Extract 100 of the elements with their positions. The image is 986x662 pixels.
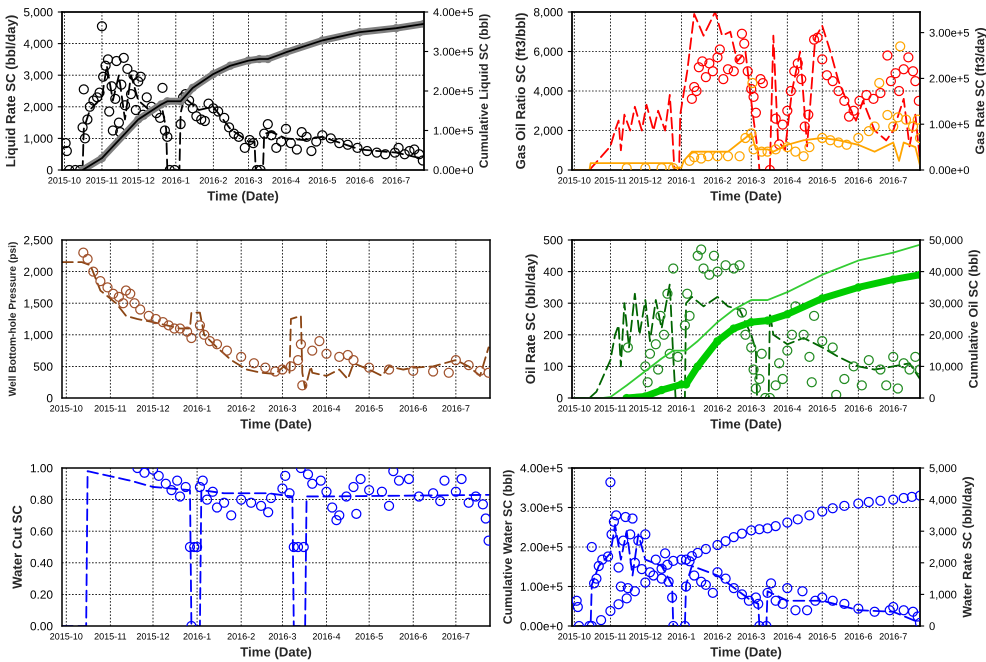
x-tick-label: 2015-11 bbox=[94, 633, 126, 640]
x-tick-label: 2016-2 bbox=[228, 405, 255, 412]
y-tick-label: 500 bbox=[34, 362, 53, 371]
x-tick-label: 2016-6 bbox=[400, 405, 427, 412]
y-tick-label: 0.80 bbox=[30, 496, 53, 504]
x-tick-label: 2016-1 bbox=[668, 405, 696, 412]
y2-tick-label: 0 bbox=[929, 622, 935, 630]
y2-tick-label: 1.00e+5 bbox=[930, 120, 970, 128]
x-tick-label: 2016-2 bbox=[228, 633, 255, 640]
x-tick-label: 2016-5 bbox=[808, 633, 836, 640]
y-tick-label: 0 bbox=[556, 394, 563, 402]
x-tick-label: 2015-12 bbox=[136, 633, 170, 640]
y-tick-label: 1,500 bbox=[24, 299, 53, 309]
x-tick-label: 2015-10 bbox=[558, 177, 591, 184]
y-tick-label: 2,000 bbox=[24, 102, 53, 113]
x-tick-label: 2016-6 bbox=[346, 177, 374, 184]
y-tick-label: 4,000 bbox=[534, 87, 563, 97]
y-tick-label: 1,000 bbox=[24, 330, 53, 341]
y2-tick-label: 3.00e+5 bbox=[929, 28, 970, 37]
y2-tick-label: 2,000 bbox=[930, 559, 956, 568]
x-tick-label: 2016-5 bbox=[356, 633, 383, 640]
y-axis-title: Liquid Rate SC (bbl/day) bbox=[6, 15, 18, 166]
x-tick-label: 2016-6 bbox=[844, 177, 872, 184]
y2-tick-label: 30,000 bbox=[929, 299, 963, 309]
y-tick-label: 5,000 bbox=[24, 8, 53, 18]
y-tick-label: 200 bbox=[544, 330, 563, 340]
y-tick-label: 8,000 bbox=[534, 8, 563, 18]
x-axis-title: Time (Date) bbox=[240, 646, 312, 660]
y-tick-label: 0.00e+0 bbox=[520, 622, 563, 630]
x-axis-title: Time (Date) bbox=[710, 646, 782, 660]
x-tick-label: 2015-10 bbox=[558, 633, 591, 640]
y2-tick-label: 1,000 bbox=[930, 590, 956, 600]
x-tick-label: 2016-7 bbox=[442, 633, 470, 640]
y2-tick-label: 3.00e+5 bbox=[433, 48, 474, 56]
x-tick-label: 2015-11 bbox=[594, 405, 626, 412]
y-tick-label: 0.20 bbox=[30, 590, 53, 599]
y-tick-label: 500 bbox=[544, 236, 563, 244]
x-tick-label: 2016-4 bbox=[272, 177, 300, 184]
y2-axis-title: Water Rate SC (bbl/day) bbox=[962, 477, 974, 618]
x-tick-label: 2016-7 bbox=[382, 177, 410, 184]
y2-tick-label: 4,000 bbox=[929, 496, 956, 506]
x-tick-label: 2015-12 bbox=[122, 177, 154, 184]
x-tick-label: 2015-11 bbox=[594, 177, 626, 184]
x-tick-label: 2016-4 bbox=[774, 633, 802, 640]
y-tick-label: 2.00e+5 bbox=[520, 543, 562, 552]
x-tick-label: 2016-1 bbox=[668, 177, 696, 184]
y2-tick-label: 0 bbox=[929, 394, 935, 402]
y2-tick-label: 0.00e+0 bbox=[433, 166, 474, 174]
x-tick-label: 2015-11 bbox=[594, 633, 626, 640]
x-tick-label: 2015-10 bbox=[48, 177, 81, 184]
y2-tick-label: 4.00e+5 bbox=[433, 8, 474, 16]
x-tick-label: 2016-1 bbox=[668, 633, 696, 640]
y-tick-label: 3.00e+5 bbox=[520, 504, 562, 512]
x-tick-label: 2016-4 bbox=[312, 633, 340, 640]
y2-tick-label: 5,000 bbox=[929, 464, 956, 474]
x-tick-label: 2016-4 bbox=[774, 405, 802, 412]
x-tick-label: 2016-5 bbox=[308, 177, 336, 184]
x-tick-label: 2016-2 bbox=[704, 177, 732, 184]
y-tick-label: 0 bbox=[46, 166, 53, 174]
y-axis-title: Well Bottom-hole Pressure (psi) bbox=[8, 242, 18, 396]
y-tick-label: 1,000 bbox=[24, 134, 53, 144]
x-tick-label: 2015-12 bbox=[629, 405, 662, 412]
x-tick-label: 2016-2 bbox=[200, 177, 227, 184]
y-tick-label: 6,000 bbox=[534, 48, 563, 58]
x-tick-label: 2016-2 bbox=[704, 633, 732, 640]
y-tick-label: 2,000 bbox=[24, 268, 53, 278]
x-tick-label: 2016-3 bbox=[738, 633, 765, 640]
x-tick-label: 2015-11 bbox=[94, 405, 126, 412]
x-tick-label: 2016-3 bbox=[234, 177, 262, 184]
y-tick-label: 400 bbox=[544, 268, 563, 276]
x-axis-title: Time (Date) bbox=[207, 190, 278, 204]
x-tick-label: 2016-5 bbox=[808, 177, 836, 184]
y-axis-title: Gas Oil Ratio SC (ft3/bbl) bbox=[516, 13, 528, 169]
x-tick-label: 2016-6 bbox=[844, 633, 872, 640]
y2-tick-label: 0.00e+0 bbox=[929, 166, 970, 174]
y-tick-label: 4,000 bbox=[24, 40, 53, 50]
x-tick-label: 2015-12 bbox=[629, 177, 662, 184]
x-tick-label: 2016-3 bbox=[268, 405, 296, 412]
y-tick-label: 0.60 bbox=[30, 527, 53, 536]
y2-tick-label: 40,000 bbox=[929, 268, 963, 278]
y-tick-label: 1.00 bbox=[30, 464, 53, 472]
x-axis-title: Time (Date) bbox=[710, 418, 782, 432]
x-tick-label: 2016-4 bbox=[774, 177, 802, 184]
x-tick-label: 2016-2 bbox=[704, 405, 732, 412]
y2-tick-label: 2.00e+5 bbox=[434, 87, 474, 96]
y2-tick-label: 50,000 bbox=[929, 236, 963, 246]
y2-tick-label: 2.00e+5 bbox=[930, 74, 970, 83]
y-tick-label: 2,500 bbox=[24, 236, 53, 246]
y2-tick-label: 1.00e+5 bbox=[434, 126, 474, 135]
x-tick-label: 2016-5 bbox=[356, 405, 383, 412]
x-tick-label: 2016-1 bbox=[183, 633, 211, 640]
y-tick-label: 3,000 bbox=[24, 71, 53, 81]
y-tick-label: 2,000 bbox=[534, 126, 563, 136]
y-tick-label: 4.00e+5 bbox=[520, 464, 562, 472]
y-tick-label: 0.00 bbox=[30, 622, 53, 630]
y-tick-label: 100 bbox=[544, 362, 563, 371]
y-tick-label: 0 bbox=[556, 166, 563, 174]
x-tick-label: 2015-10 bbox=[50, 405, 82, 412]
y2-tick-label: 10,000 bbox=[930, 362, 963, 372]
x-tick-label: 2016-1 bbox=[162, 177, 190, 184]
